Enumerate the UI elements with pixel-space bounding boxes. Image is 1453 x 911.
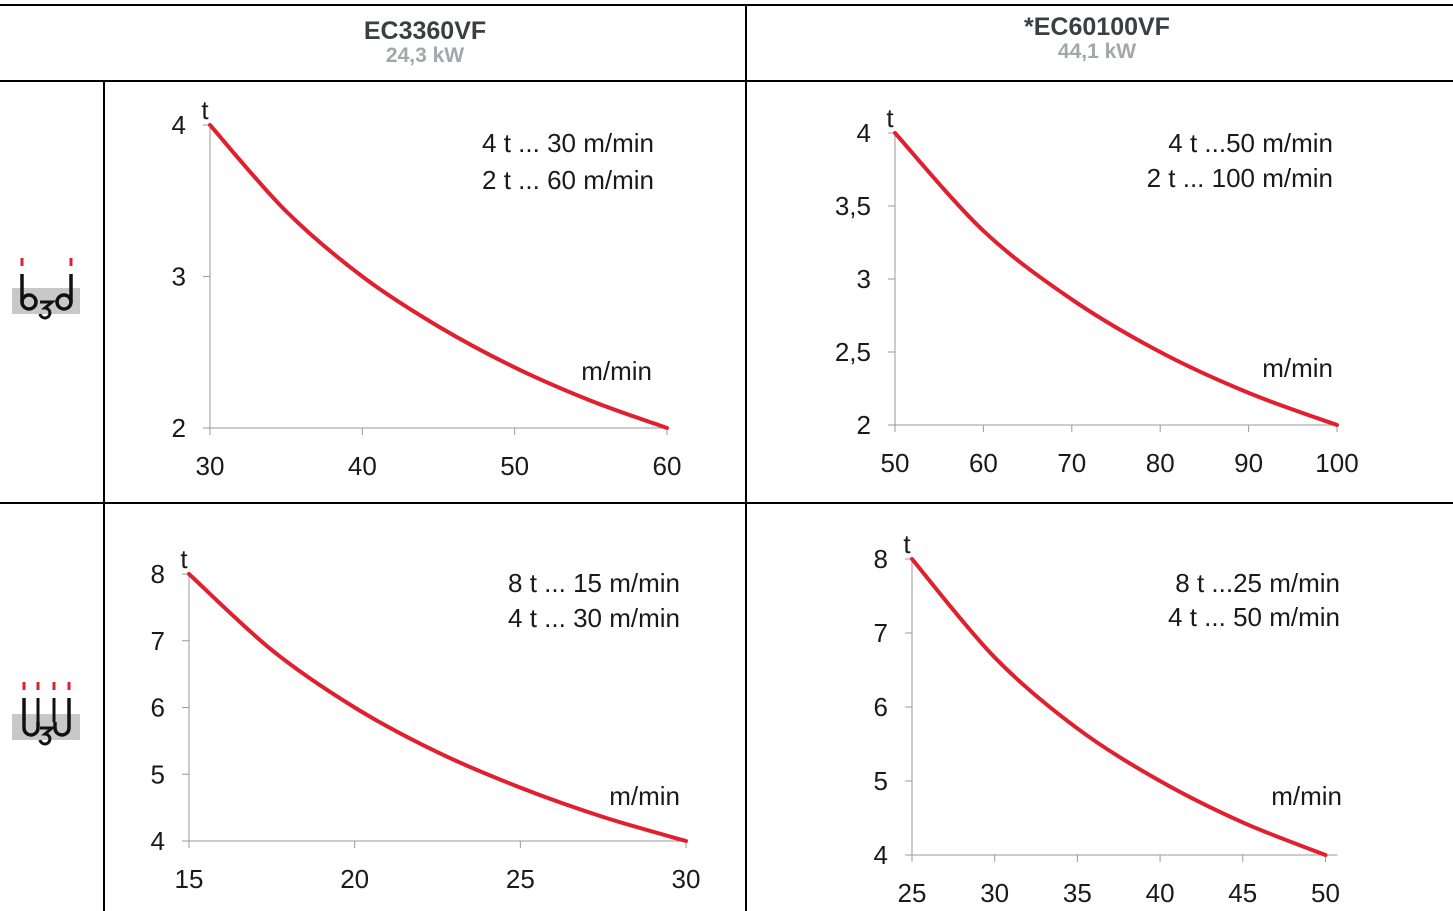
- x-tick-label: 50: [1311, 878, 1340, 908]
- x-tick-label: 40: [348, 451, 377, 481]
- y-tick-label: 2: [172, 413, 186, 443]
- model-name: EC3360VF: [363, 17, 487, 45]
- x-tick-label: 15: [175, 864, 204, 894]
- x-tick-label: 60: [969, 448, 998, 478]
- x-tick-label: 25: [898, 878, 927, 908]
- y-axis-label: t: [903, 529, 911, 559]
- x-tick-label: 35: [1063, 878, 1092, 908]
- series-line: [893, 131, 1339, 427]
- y-tick-label: 2: [857, 410, 871, 440]
- table-border-header: [0, 80, 1453, 82]
- y-tick-label: 5: [874, 766, 888, 796]
- x-tick-label: 60: [653, 451, 682, 481]
- y-tick-label: 8: [151, 559, 165, 589]
- table-border-middle: [0, 502, 1453, 504]
- x-tick-label: 45: [1228, 878, 1257, 908]
- annotation: 8 t ...25 m/min: [1175, 568, 1340, 598]
- x-tick-label: 30: [672, 864, 701, 894]
- x-tick-label: 30: [980, 878, 1009, 908]
- chart-ec3360vf-four-fall: 4 5 6 7 8 15 20 25 30 t m/min 8 t ... 15 m/min 4 t .…: [151, 544, 701, 894]
- y-tick-label: 6: [874, 692, 888, 722]
- model-power: 44,1 kW: [1057, 40, 1137, 63]
- x-tick-label: 50: [881, 448, 910, 478]
- annotation: 4 t ...50 m/min: [1168, 128, 1333, 158]
- x-tick-label: 50: [500, 451, 529, 481]
- x-axis-label: m/min: [1271, 781, 1342, 811]
- y-tick-label: 4: [151, 826, 165, 856]
- x-tick-label: 20: [340, 864, 369, 894]
- y-axis-label: t: [886, 103, 894, 133]
- table-border-center: [745, 4, 747, 911]
- model-power: 24,3 kW: [385, 44, 465, 67]
- table-border-left-column: [103, 81, 105, 911]
- y-tick-label: 4: [874, 840, 888, 870]
- annotation: 4 t ... 30 m/min: [482, 128, 654, 158]
- x-tick-label: 80: [1146, 448, 1175, 478]
- x-tick-label: 30: [196, 451, 225, 481]
- y-tick-label: 4: [172, 110, 186, 140]
- x-tick-label: 70: [1057, 448, 1086, 478]
- y-tick-label: 6: [151, 693, 165, 723]
- series-line: [910, 557, 1328, 857]
- table-border-top: [0, 4, 1453, 6]
- annotation: 4 t ... 50 m/min: [1168, 602, 1340, 632]
- x-axis-label: m/min: [1262, 353, 1333, 383]
- chart-ec3360vf-two-fall: 2 3 4 30 40 50 60 t m/min 4 t ... 30 m/min 2 t ...…: [172, 95, 682, 481]
- x-axis-label: m/min: [609, 781, 680, 811]
- x-tick-label: 90: [1234, 448, 1263, 478]
- annotation: 2 t ... 100 m/min: [1147, 163, 1333, 193]
- column-header-1: EC3360VF 24,3 kW: [105, 18, 745, 67]
- series-line: [208, 123, 669, 430]
- four-fall-hook-icon: [12, 682, 82, 752]
- y-tick-label: 3: [172, 262, 186, 292]
- x-tick-label: 100: [1315, 448, 1358, 478]
- y-tick-label: 7: [151, 626, 165, 656]
- chart-ec60100vf-two-fall: 2 2,5 3 3,5 4 50 60 70 80 90 100 t m/min 4 t ...50 m/…: [835, 103, 1359, 478]
- model-name: *EC60100VF: [1024, 13, 1170, 41]
- y-tick-label: 8: [874, 544, 888, 574]
- x-tick-label: 25: [506, 864, 535, 894]
- y-tick-label: 5: [151, 759, 165, 789]
- y-axis-label: t: [180, 544, 188, 574]
- y-tick-label: 3,5: [835, 191, 871, 221]
- y-tick-label: 4: [857, 118, 871, 148]
- x-axis-label: m/min: [581, 356, 652, 386]
- annotation: 4 t ... 30 m/min: [508, 603, 680, 633]
- y-tick-label: 7: [874, 618, 888, 648]
- y-tick-label: 2,5: [835, 337, 871, 367]
- y-tick-label: 3: [857, 264, 871, 294]
- annotation: 2 t ... 60 m/min: [482, 165, 654, 195]
- series-line: [187, 572, 688, 843]
- annotation: 8 t ... 15 m/min: [508, 568, 680, 598]
- two-fall-hook-icon: [12, 258, 82, 328]
- column-header-2: *EC60100VF 44,1 kW: [747, 14, 1447, 63]
- x-tick-label: 40: [1146, 878, 1175, 908]
- y-axis-label: t: [201, 95, 209, 125]
